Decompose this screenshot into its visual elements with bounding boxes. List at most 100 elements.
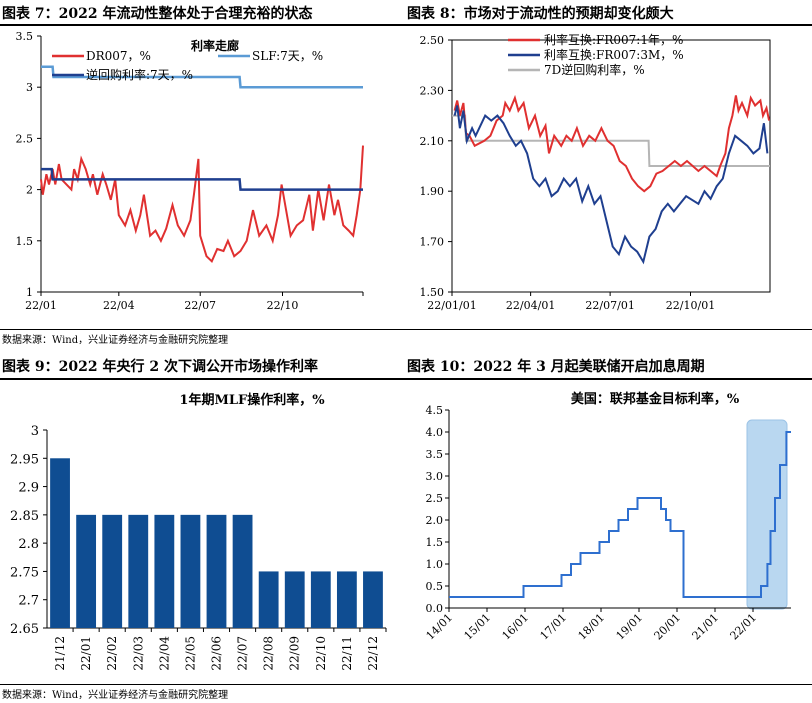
fig7-series-line-1 xyxy=(41,65,363,89)
fig7-legend-label: 逆回购利率:7天，% xyxy=(86,67,193,82)
fig9-y-tick-label: 2.65 xyxy=(10,622,39,637)
fig8-heading: 图表 8：市场对于流动性的预期却变化颇大 xyxy=(407,6,674,22)
fig10-y-tick-label: 1.0 xyxy=(426,558,444,571)
fig8-legend-label: 利率互换:FR007:3M，% xyxy=(544,47,684,62)
fig9-bar xyxy=(50,458,70,628)
fig10-y-tick-label: 3.0 xyxy=(426,470,444,483)
fig9-x-tick-label: 22/04 xyxy=(157,636,171,671)
fig10-series-line xyxy=(449,431,791,598)
fig9-chart-title: 1年期MLF操作利率，% xyxy=(179,392,325,408)
fig9-bar xyxy=(310,571,331,628)
fig9-x-tick-label: 22/03 xyxy=(131,636,145,671)
fig10-y-tick-label: 2.0 xyxy=(426,514,444,527)
fig8-x-tick-label: 22/10/01 xyxy=(666,299,715,312)
fig9-x-tick-label: 22/05 xyxy=(183,636,197,671)
fig9-x-tick-label: 22/07 xyxy=(236,636,250,671)
fig9-bar xyxy=(258,571,279,628)
fig9-bar xyxy=(336,571,357,628)
fig7-y-tick-label: 3.5 xyxy=(16,30,34,43)
fig7-x-tick-label: 22/01 xyxy=(25,299,57,312)
fig10-x-tick-label: 19/01 xyxy=(614,611,646,643)
fig9-y-tick-label: 2.7 xyxy=(18,594,39,609)
fig10-x-tick-label: 21/01 xyxy=(690,611,722,643)
fig7-series-line-2 xyxy=(41,167,363,191)
fig7-series-line-0 xyxy=(40,145,364,264)
bottom-rule xyxy=(0,684,812,685)
fig9-x-tick-label: 22/08 xyxy=(262,636,276,671)
fig10-y-tick-label: 0.0 xyxy=(426,602,444,615)
fig9-y-tick-label: 2.9 xyxy=(18,481,39,496)
fig9-x-tick-label: 21/12 xyxy=(53,636,67,671)
fig7-legend-label: SLF:7天，% xyxy=(252,49,323,63)
fig7-x-tick-label: 22/04 xyxy=(103,299,135,312)
fig9-y-tick-label: 2.85 xyxy=(10,509,39,524)
fig9-bar xyxy=(180,514,201,628)
fig9-x-tick-label: 22/11 xyxy=(340,636,354,671)
fig8-x-tick-label: 22/07/01 xyxy=(585,299,634,312)
fig9-bar xyxy=(76,514,97,628)
mid-rule-bottom xyxy=(0,378,812,380)
fig8-y-tick-label: 1.50 xyxy=(420,286,445,299)
fig10-y-tick-label: 3.5 xyxy=(426,448,444,461)
fig7-y-tick-label: 1.5 xyxy=(16,235,34,248)
fig7-x-tick-label: 22/10 xyxy=(267,299,299,312)
fig8-legend-label: 利率互换:FR007:1年，% xyxy=(544,32,683,47)
fig7-chart-title: 利率走廊 xyxy=(191,38,239,53)
fig9-x-tick-label: 22/06 xyxy=(210,636,224,671)
fig10-highlight-box xyxy=(746,419,788,610)
fig10-x-tick-label: 18/01 xyxy=(576,611,608,643)
fig7-heading: 图表 7：2022 年流动性整体处于合理充裕的状态 xyxy=(2,6,313,22)
fig8-y-tick-label: 1.90 xyxy=(420,185,445,198)
fig9-x-tick-label: 22/12 xyxy=(366,636,380,671)
fig7-y-tick-label: 2 xyxy=(26,184,33,197)
fig8-y-tick-label: 2.30 xyxy=(420,84,445,97)
fig10-heading: 图表 10：2022 年 3 月起美联储开启加息周期 xyxy=(407,359,705,375)
fig9-bar xyxy=(284,571,305,628)
fig10-x-tick-label: 14/01 xyxy=(424,611,456,643)
fig10-x-tick-label: 16/01 xyxy=(500,611,532,643)
fig9-heading: 图表 9：2022 年央行 2 次下调公开市场操作利率 xyxy=(2,359,318,375)
fig10-x-tick-label: 20/01 xyxy=(652,611,684,643)
fig9-x-tick-label: 22/02 xyxy=(105,636,119,671)
source-note-bottom: 数据来源：Wind，兴业证券经济与金融研究院整理 xyxy=(2,690,229,701)
fig10-y-tick-label: 1.5 xyxy=(426,536,444,549)
fig9-y-tick-label: 2.75 xyxy=(10,565,39,580)
fig9-y-tick-label: 3 xyxy=(31,424,39,439)
fig7-y-tick-label: 1 xyxy=(26,286,33,299)
fig10-x-tick-label: 17/01 xyxy=(538,611,570,643)
fig8-x-tick-label: 22/04/01 xyxy=(506,299,555,312)
fig8-y-tick-label: 1.70 xyxy=(420,236,445,249)
fig7-legend-label: DR007，% xyxy=(86,49,151,63)
fig7-y-tick-label: 2.5 xyxy=(16,132,34,145)
fig9-y-tick-label: 2.95 xyxy=(10,452,39,467)
fig8-series-line-0 xyxy=(453,94,771,193)
fig8-y-tick-label: 2.10 xyxy=(420,135,445,148)
fig10-x-tick-label: 15/01 xyxy=(462,611,494,643)
source-note-top: 数据来源：Wind，兴业证券经济与金融研究院整理 xyxy=(2,335,229,346)
fig9-bar xyxy=(363,571,383,628)
fig9-bar xyxy=(102,514,123,628)
fig9-bar xyxy=(206,514,227,628)
mid-rule-top xyxy=(0,329,812,330)
fig10-x-tick-label: 22/01 xyxy=(728,611,760,643)
fig9-x-tick-label: 22/10 xyxy=(314,636,328,671)
fig10-chart-title: 美国：联邦基金目标利率，% xyxy=(571,391,740,407)
fig9-x-tick-label: 22/01 xyxy=(79,636,93,671)
fig10-y-tick-label: 4.5 xyxy=(426,404,444,417)
fig7-x-tick-label: 22/07 xyxy=(184,299,216,312)
fig8-x-tick-label: 22/01/01 xyxy=(427,299,476,312)
fig8-series-line-1 xyxy=(453,105,769,265)
fig10-y-tick-label: 4.0 xyxy=(426,426,444,439)
fig9-x-tick-label: 22/09 xyxy=(288,636,302,671)
fig9-bar xyxy=(128,514,149,628)
fig9-bar xyxy=(154,514,175,628)
fig8-y-tick-label: 2.50 xyxy=(420,34,445,47)
fig8-legend-label: 7D逆回购利率，% xyxy=(544,62,645,77)
fig10-y-tick-label: 2.5 xyxy=(426,492,444,505)
fig9-bar xyxy=(232,514,253,628)
fig9-y-tick-label: 2.8 xyxy=(18,537,39,552)
top-rule xyxy=(0,24,812,26)
fig10-y-tick-label: 0.5 xyxy=(426,580,444,593)
fig7-y-tick-label: 3 xyxy=(26,81,33,94)
